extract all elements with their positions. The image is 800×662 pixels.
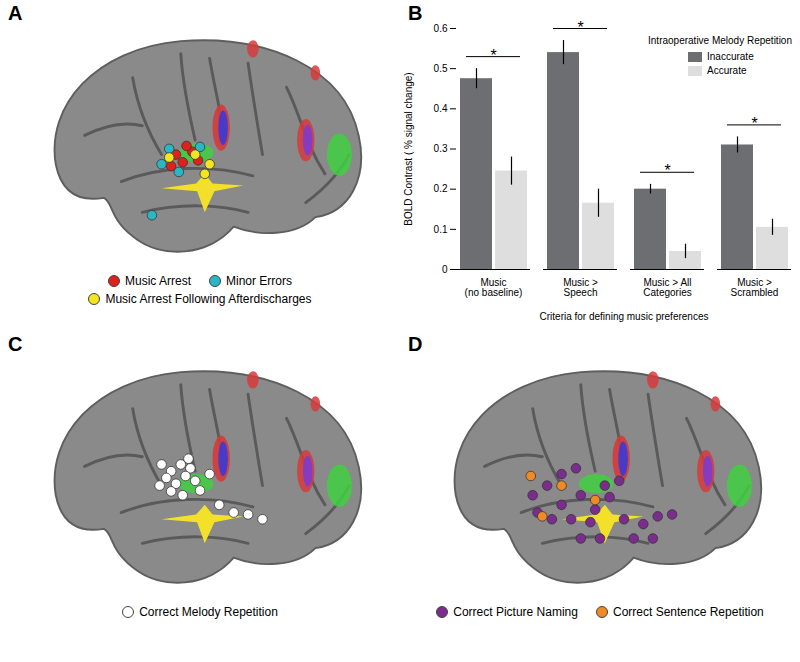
html-text:Minor Errors: Minor Errors bbox=[226, 274, 292, 288]
svg-text:*: * bbox=[751, 115, 757, 132]
svg-text:Music(no baseline): Music(no baseline) bbox=[465, 277, 523, 298]
html-text:C: C bbox=[8, 333, 23, 355]
svg-text:Criteria for defining music pr: Criteria for defining music preferences bbox=[540, 311, 709, 322]
html-text:A: A bbox=[8, 2, 23, 24]
svg-text:0.5: 0.5 bbox=[434, 63, 448, 74]
svg-text:BOLD Contrast ( % signal chang: BOLD Contrast ( % signal change) bbox=[403, 72, 414, 225]
svg-text:Music >Speech: Music >Speech bbox=[563, 277, 598, 298]
svg-text:0.1: 0.1 bbox=[434, 224, 448, 235]
svg-text:0: 0 bbox=[442, 264, 448, 275]
svg-text:Music >Scrambled: Music >Scrambled bbox=[731, 277, 779, 298]
svg-text:0.4: 0.4 bbox=[434, 103, 448, 114]
svg-text:*: * bbox=[664, 162, 670, 179]
html-text:Correct Melody Repetition: Correct Melody Repetition bbox=[139, 605, 278, 619]
svg-text:*: * bbox=[490, 47, 496, 64]
html-text:D: D bbox=[408, 333, 423, 355]
html-text:Correct Picture Naming: Correct Picture Naming bbox=[453, 605, 578, 619]
html-text:B: B bbox=[408, 2, 423, 24]
svg-text:0.2: 0.2 bbox=[434, 183, 448, 194]
html-text:Intraoperative Melody Repetiti: Intraoperative Melody Repetition bbox=[648, 35, 792, 46]
svg-text:0.6: 0.6 bbox=[434, 23, 448, 34]
svg-text:*: * bbox=[577, 19, 583, 36]
html-text:Accurate: Accurate bbox=[707, 65, 747, 76]
svg-text:0.3: 0.3 bbox=[434, 143, 448, 154]
html-text:Music Arrest Following Afterdi: Music Arrest Following Afterdischarges bbox=[105, 292, 312, 306]
html-text:Correct Sentence Repetition: Correct Sentence Repetition bbox=[613, 605, 764, 619]
svg-text:Music > AllCategories: Music > AllCategories bbox=[643, 277, 691, 298]
html-text:Inaccurate: Inaccurate bbox=[707, 51, 754, 62]
html-text:Music Arrest: Music Arrest bbox=[125, 274, 191, 288]
